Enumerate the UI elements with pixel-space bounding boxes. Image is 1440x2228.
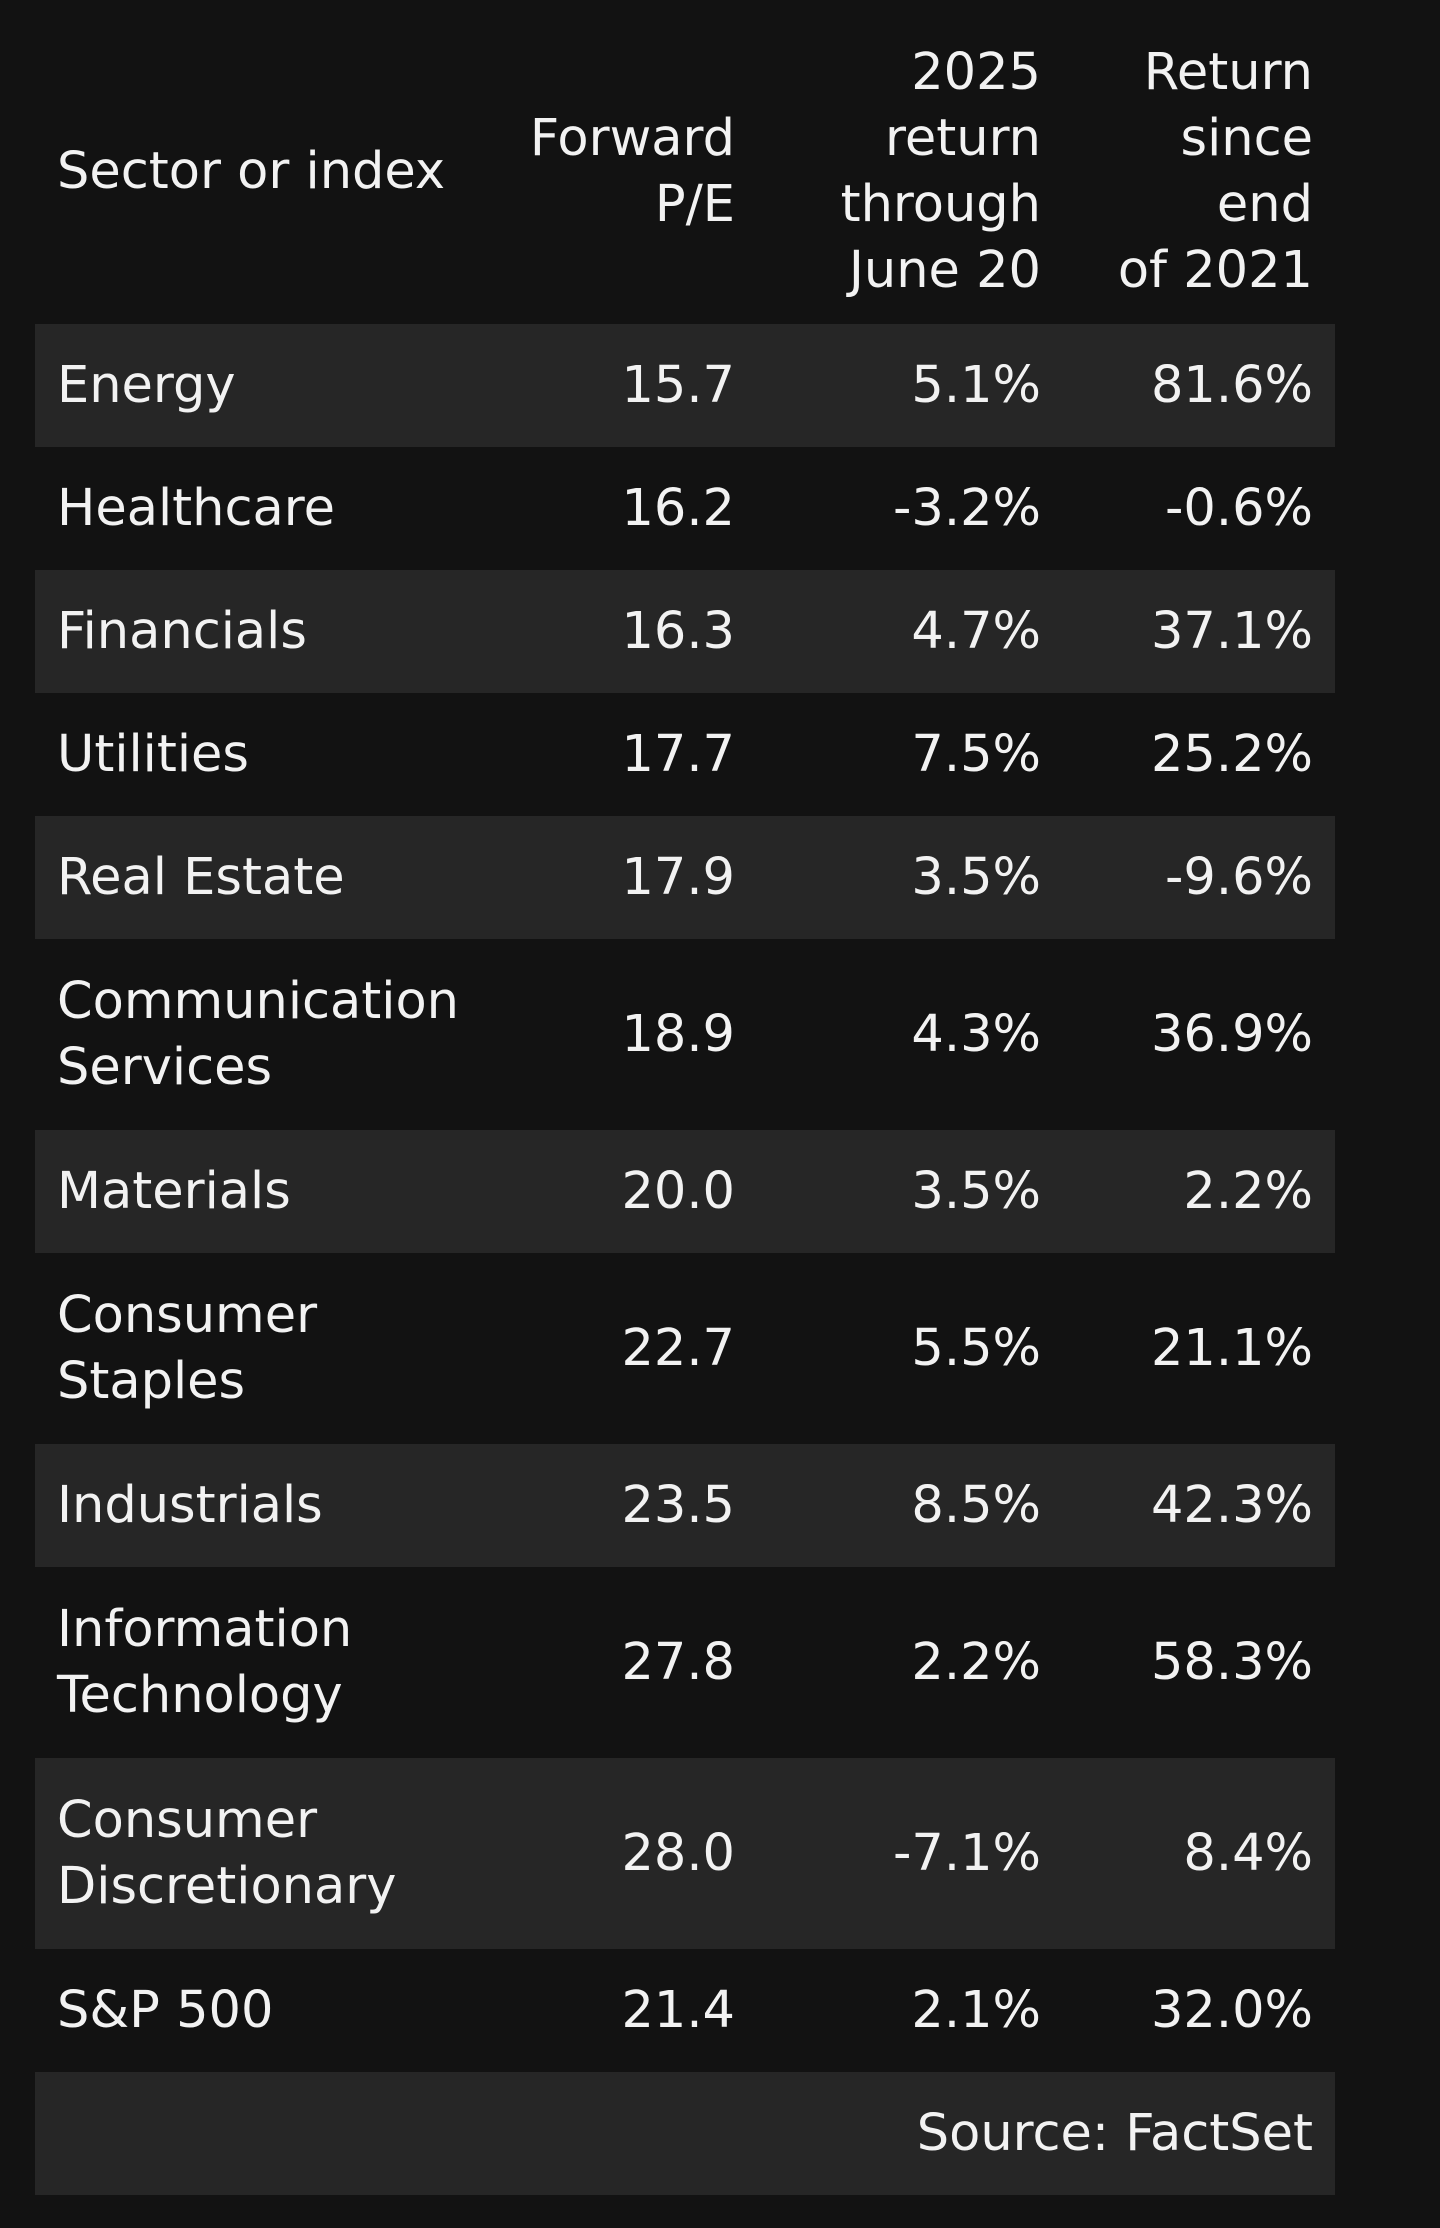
return-since-2021-value: 58.3% [1063, 1567, 1335, 1758]
table-row: Healthcare 16.2 -3.2% -0.6% [35, 447, 1335, 570]
text-line: Technology [57, 1665, 343, 1725]
text-line: Industrials [57, 1475, 323, 1535]
return-2025-value: 5.5% [757, 1253, 1063, 1444]
table-row: Industrials 23.5 8.5% 42.3% [35, 1444, 1335, 1567]
forward-pe-value: 21.4 [485, 1949, 757, 2072]
header-return-since-2021: Return since end of 2021 [1063, 20, 1335, 324]
forward-pe-value: 18.9 [485, 939, 757, 1130]
sector-name: Utilities [35, 693, 485, 816]
return-2025-value: 3.5% [757, 816, 1063, 939]
header-forward-pe: Forward P/E [485, 20, 757, 324]
sector-name: Communication Services [35, 939, 485, 1130]
text-line: of 2021 [1117, 241, 1313, 300]
forward-pe-value: 17.9 [485, 816, 757, 939]
return-2025-value: 3.5% [757, 1130, 1063, 1253]
text-line: P/E [654, 175, 735, 234]
return-since-2021-value: 37.1% [1063, 570, 1335, 693]
text-line: Utilities [57, 724, 249, 784]
text-line: Consumer [57, 1285, 318, 1345]
forward-pe-value: 17.7 [485, 693, 757, 816]
text-line: Staples [57, 1351, 246, 1411]
forward-pe-value: 16.2 [485, 447, 757, 570]
forward-pe-value: 23.5 [485, 1444, 757, 1567]
return-2025-value: 4.3% [757, 939, 1063, 1130]
text-line: Return [1143, 43, 1313, 102]
header-row: Sector or index Forward P/E 2025 return thr… [35, 20, 1335, 324]
text-line: through [840, 175, 1041, 234]
return-since-2021-value: 32.0% [1063, 1949, 1335, 2072]
source-row: Source: FactSet [35, 2072, 1335, 2195]
return-since-2021-value: -9.6% [1063, 816, 1335, 939]
table-row: Materials 20.0 3.5% 2.2% [35, 1130, 1335, 1253]
return-since-2021-value: 21.1% [1063, 1253, 1335, 1444]
return-since-2021-value: 2.2% [1063, 1130, 1335, 1253]
table-row: Information Technology 27.8 2.2% 58.3% [35, 1567, 1335, 1758]
text-line: 2025 [911, 43, 1041, 102]
sector-name: S&P 500 [35, 1949, 485, 2072]
return-since-2021-value: 8.4% [1063, 1758, 1335, 1949]
text-line: S&P 500 [57, 1980, 274, 2040]
text-line: Healthcare [57, 478, 335, 538]
table-row: Consumer Discretionary 28.0 -7.1% 8.4% [35, 1758, 1335, 1949]
sector-name: Financials [35, 570, 485, 693]
return-since-2021-value: 25.2% [1063, 693, 1335, 816]
text-line: Information [57, 1599, 353, 1659]
text-line: Real Estate [57, 847, 345, 907]
table-row: Utilities 17.7 7.5% 25.2% [35, 693, 1335, 816]
forward-pe-value: 22.7 [485, 1253, 757, 1444]
text-line: return [885, 109, 1041, 168]
text-line: Consumer [57, 1790, 318, 1850]
text-line: Sector or index [57, 142, 446, 201]
text-line: Financials [57, 601, 307, 661]
return-2025-value: 2.1% [757, 1949, 1063, 2072]
sector-name: Materials [35, 1130, 485, 1253]
table-row: S&P 500 21.4 2.1% 32.0% [35, 1949, 1335, 2072]
table-footer: Source: FactSet [35, 2072, 1335, 2195]
return-2025-value: 7.5% [757, 693, 1063, 816]
sector-name: Real Estate [35, 816, 485, 939]
return-2025-value: 4.7% [757, 570, 1063, 693]
text-line: Communication [57, 971, 459, 1031]
return-since-2021-value: 42.3% [1063, 1444, 1335, 1567]
sector-name: Information Technology [35, 1567, 485, 1758]
sector-name: Consumer Discretionary [35, 1758, 485, 1949]
forward-pe-value: 28.0 [485, 1758, 757, 1949]
sector-name: Healthcare [35, 447, 485, 570]
return-2025-value: -7.1% [757, 1758, 1063, 1949]
forward-pe-value: 27.8 [485, 1567, 757, 1758]
text-line: Materials [57, 1161, 291, 1221]
forward-pe-value: 20.0 [485, 1130, 757, 1253]
source-note: Source: FactSet [35, 2072, 1335, 2195]
return-2025-value: 2.2% [757, 1567, 1063, 1758]
header-return-2025: 2025 return through June 20 [757, 20, 1063, 324]
return-since-2021-value: 36.9% [1063, 939, 1335, 1130]
return-2025-value: 5.1% [757, 324, 1063, 447]
return-since-2021-value: 81.6% [1063, 324, 1335, 447]
return-2025-value: 8.5% [757, 1444, 1063, 1567]
text-line: Energy [57, 355, 236, 415]
sector-name: Consumer Staples [35, 1253, 485, 1444]
header-sector: Sector or index [35, 20, 485, 324]
text-line: since end [1180, 109, 1313, 234]
sector-valuation-table: Sector or index Forward P/E 2025 return thr… [35, 20, 1335, 2195]
table-body: Energy 15.7 5.1% 81.6% Healthcare 16.2 -3.2% -0… [35, 324, 1335, 2072]
sector-name: Energy [35, 324, 485, 447]
table-header: Sector or index Forward P/E 2025 return thr… [35, 20, 1335, 324]
table-row: Energy 15.7 5.1% 81.6% [35, 324, 1335, 447]
text-line: June 20 [848, 241, 1041, 300]
return-2025-value: -3.2% [757, 447, 1063, 570]
text-line: Discretionary [57, 1856, 397, 1916]
text-line: Services [57, 1037, 273, 1097]
table-row: Real Estate 17.9 3.5% -9.6% [35, 816, 1335, 939]
return-since-2021-value: -0.6% [1063, 447, 1335, 570]
sector-name: Industrials [35, 1444, 485, 1567]
forward-pe-value: 16.3 [485, 570, 757, 693]
text-line: Forward [529, 109, 735, 168]
forward-pe-value: 15.7 [485, 324, 757, 447]
table-row: Financials 16.3 4.7% 37.1% [35, 570, 1335, 693]
table-row: Consumer Staples 22.7 5.5% 21.1% [35, 1253, 1335, 1444]
table-row: Communication Services 18.9 4.3% 36.9% [35, 939, 1335, 1130]
